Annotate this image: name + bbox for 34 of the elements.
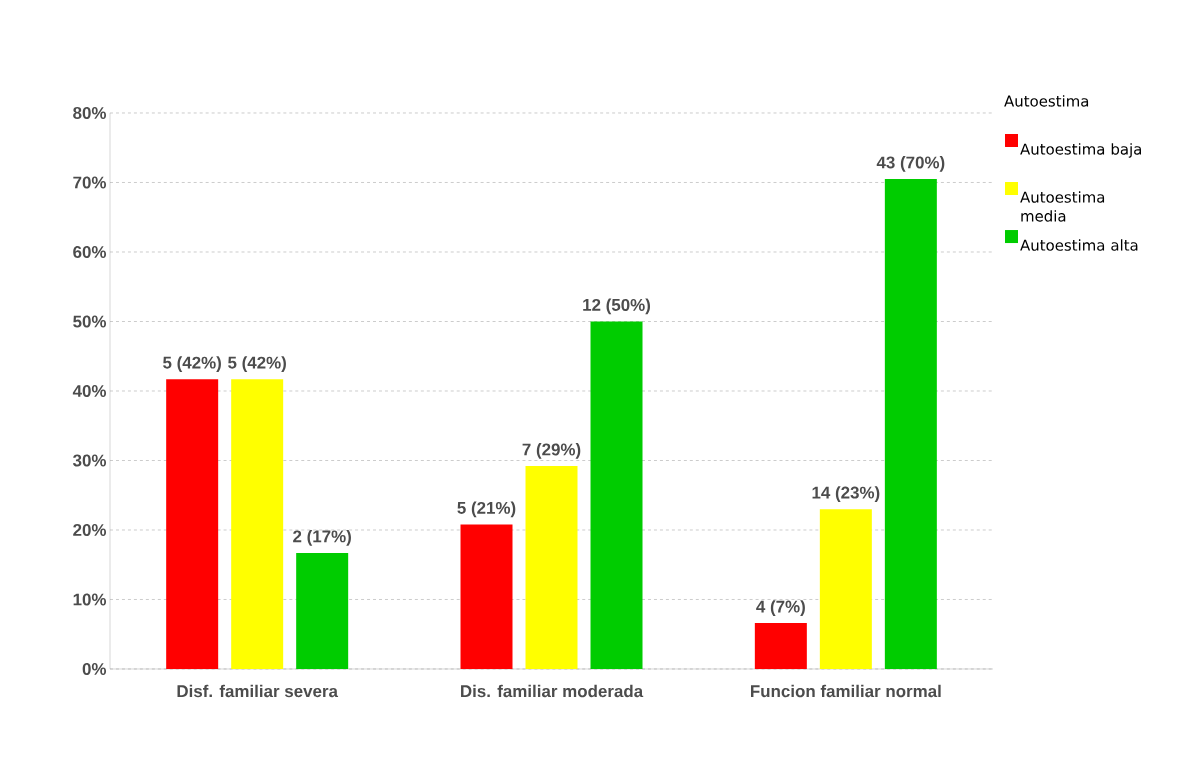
y-tick-label: 50% bbox=[73, 315, 107, 328]
legend-label: Autoestima baja bbox=[1020, 143, 1141, 158]
x-tick-label: Disf. familiar severa bbox=[177, 684, 339, 698]
data-label: 12 (50%) bbox=[583, 298, 650, 315]
bar bbox=[231, 379, 284, 669]
data-label: 2 (17%) bbox=[293, 529, 351, 546]
x-tick-label: Dis. familiar moderada bbox=[461, 684, 644, 698]
bar bbox=[819, 509, 872, 669]
y-tick-label: 10% bbox=[73, 593, 107, 606]
data-label: 4 (7%) bbox=[756, 600, 805, 616]
y-tick-label: 60% bbox=[73, 245, 107, 258]
bar bbox=[460, 524, 513, 669]
bar bbox=[884, 179, 937, 669]
legend-title: Autoestima bbox=[1004, 95, 1089, 107]
y-tick-label: 40% bbox=[72, 384, 107, 397]
x-tick-label: Funcion familiar normal bbox=[751, 684, 941, 698]
y-tick-label: 30% bbox=[72, 454, 107, 467]
data-label: 43 (70%) bbox=[876, 156, 945, 172]
bar bbox=[166, 379, 219, 669]
legend-label: Autoestima media bbox=[1020, 191, 1105, 222]
y-tick-label: 0% bbox=[82, 662, 107, 675]
data-label: 14 (23%) bbox=[812, 486, 880, 502]
data-label: 5 (42%) bbox=[228, 356, 286, 372]
bar bbox=[590, 321, 643, 669]
data-label: 5 (42%) bbox=[163, 356, 221, 372]
y-tick-label: 70% bbox=[73, 176, 107, 189]
bar bbox=[525, 466, 578, 669]
legend-label: Autoestima alta bbox=[1020, 239, 1138, 251]
bar bbox=[754, 623, 807, 669]
y-tick-label: 80% bbox=[73, 106, 107, 119]
data-label: 5 (21%) bbox=[457, 501, 516, 518]
bar bbox=[296, 552, 349, 669]
data-label: 7 (29%) bbox=[522, 443, 581, 459]
y-tick-label: 20% bbox=[73, 523, 107, 536]
